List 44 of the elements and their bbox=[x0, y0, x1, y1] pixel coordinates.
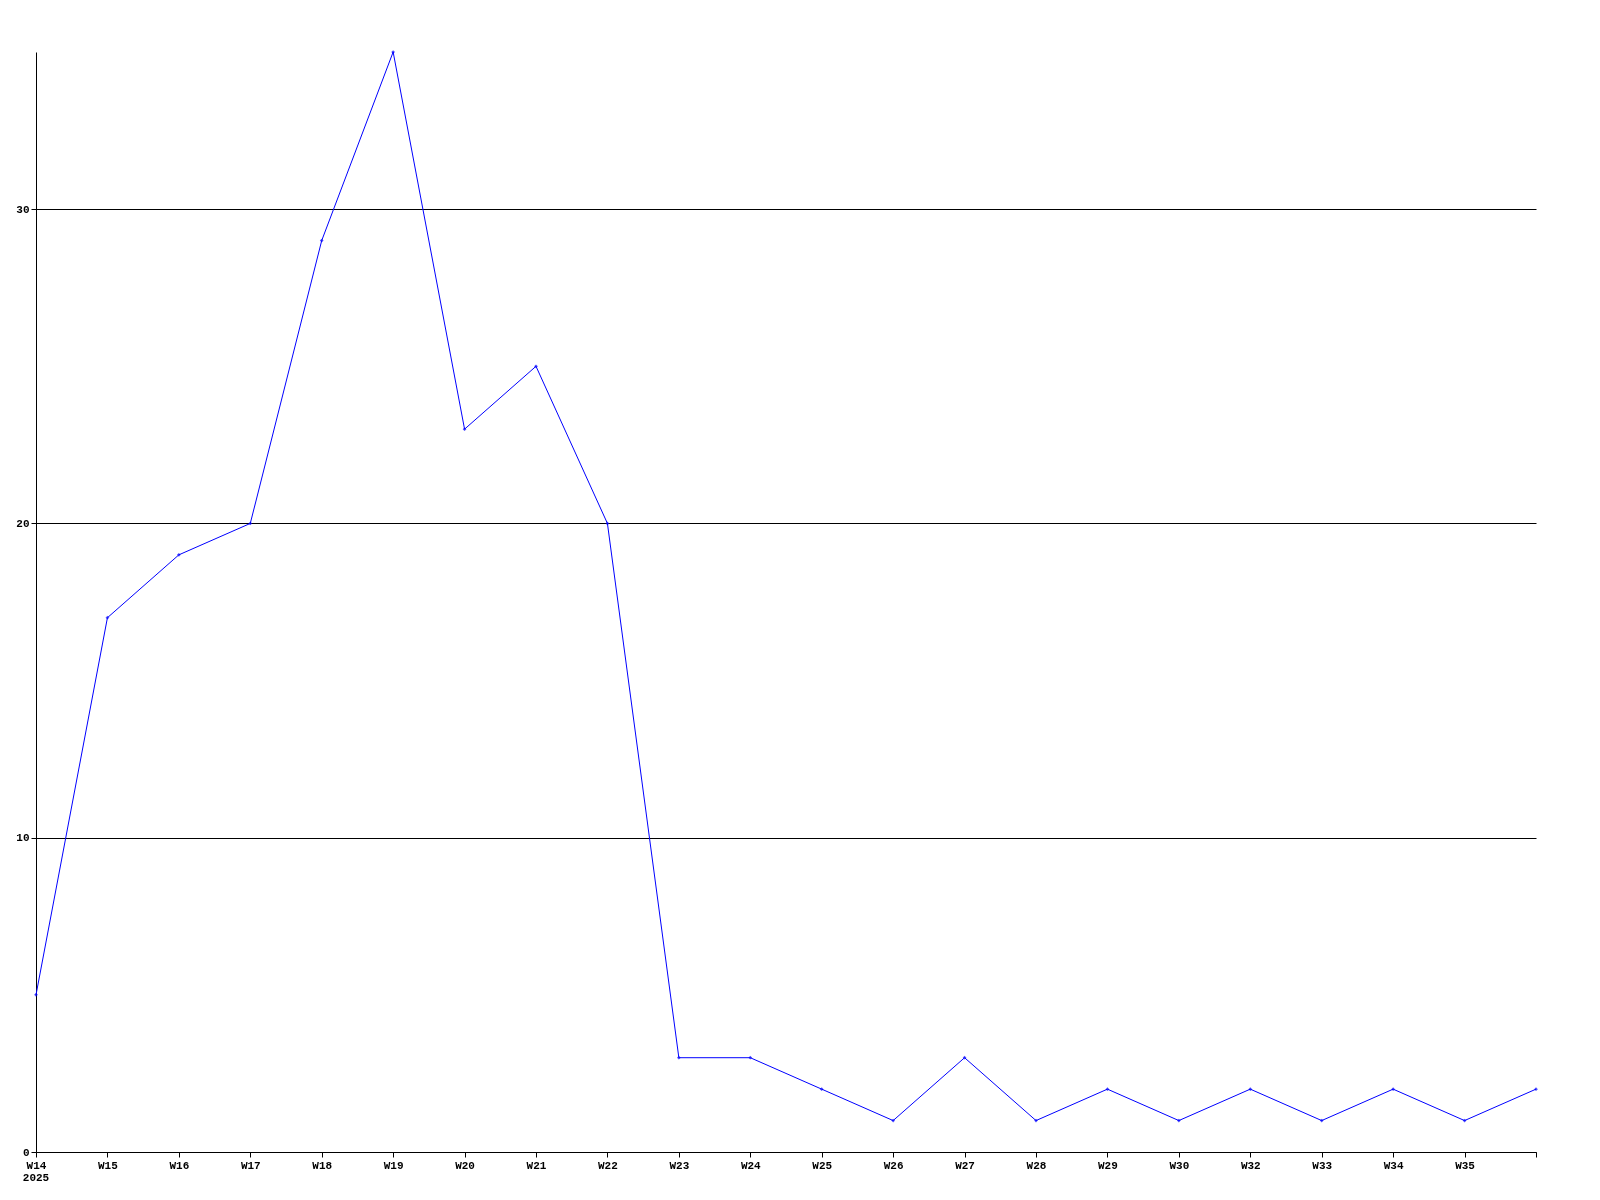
point bbox=[319, 238, 324, 243]
x-tick-label: W16 bbox=[169, 1159, 190, 1172]
x-tick-label: W22 bbox=[598, 1159, 618, 1172]
x-tick-label: W18 bbox=[312, 1159, 333, 1172]
point bbox=[462, 427, 467, 432]
x-tick-label: W21 bbox=[526, 1159, 547, 1172]
x-tick-label: W17 bbox=[240, 1159, 261, 1172]
point bbox=[534, 364, 538, 369]
point bbox=[891, 1118, 896, 1123]
x-tick-label: W15 bbox=[98, 1159, 119, 1172]
y-tick-label: 20 bbox=[16, 517, 30, 530]
y-tick-label: 30 bbox=[16, 203, 30, 216]
point bbox=[1034, 1118, 1038, 1123]
x-tick-label: W23 bbox=[669, 1159, 690, 1172]
line-series bbox=[34, 50, 1538, 1123]
x-tick-label: W24 bbox=[740, 1159, 762, 1172]
x-tick-label: W27 bbox=[955, 1159, 975, 1172]
x-tick-label: W29 bbox=[1098, 1159, 1118, 1172]
x-tick-label: W33 bbox=[1312, 1159, 1333, 1172]
x-tick-label: W32 bbox=[1240, 1159, 1261, 1172]
point bbox=[105, 615, 110, 620]
point bbox=[1248, 1087, 1253, 1092]
x-tick-label: W20 bbox=[455, 1159, 475, 1172]
x-tick-label: W26 bbox=[883, 1159, 904, 1172]
y-tick-label: 10 bbox=[16, 832, 30, 845]
point bbox=[391, 50, 396, 54]
x-tick-label: W35 bbox=[1455, 1159, 1476, 1172]
point bbox=[962, 1055, 967, 1060]
x-tick-label: W28 bbox=[1026, 1159, 1047, 1172]
y-tick-label: 0 bbox=[22, 1146, 30, 1159]
point bbox=[676, 1055, 681, 1060]
x-tick-label: W30 bbox=[1169, 1159, 1190, 1172]
x-tick-label: W25 bbox=[812, 1159, 833, 1172]
point bbox=[34, 992, 38, 997]
point bbox=[248, 521, 253, 526]
x-tick-label: W19 bbox=[383, 1159, 404, 1172]
x-tick-label: W14 bbox=[26, 1159, 47, 1172]
point bbox=[1105, 1087, 1110, 1092]
point bbox=[1176, 1118, 1181, 1123]
text: 2025 bbox=[22, 1172, 50, 1184]
x-tick-label: W34 bbox=[1383, 1159, 1404, 1172]
point bbox=[1319, 1118, 1324, 1123]
point bbox=[819, 1087, 824, 1092]
point bbox=[1534, 1087, 1538, 1092]
